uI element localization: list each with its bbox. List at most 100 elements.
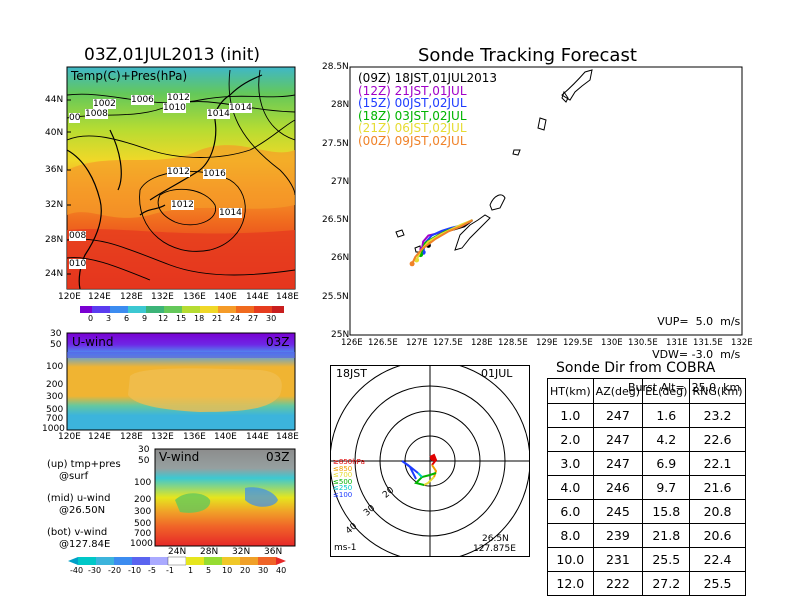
isobar-label: 1012 [167,93,190,103]
lon-label: 127E [406,338,428,348]
legend-line: (mid) u-wind [47,493,111,504]
legend-line: @26.50N [59,505,106,516]
isobar-label: 00 [69,113,81,123]
table-cell: 6.9 [642,451,691,476]
lon-label: 124E [88,292,111,302]
track-legend: (09Z) 18JST,01JUL2013 (12Z) 21JST,01JUL … [358,72,497,147]
colorbar-label: 9 [142,314,148,323]
pres-level: 200 [46,380,64,390]
isobar-label: 008 [69,231,87,241]
table-cell: 222 [592,571,644,596]
hodo-trace [417,472,423,478]
lon-label: 132E [151,432,174,442]
lon-label: 130.5E [628,338,658,348]
lon-label: 131E [666,338,688,348]
lat-label: 40N [45,128,64,138]
lat-label: 36N [45,165,64,175]
table-row: 12.0 222 27.2 25.5 [547,571,746,596]
param-vup: VUP= 5.0 m/s [657,315,741,328]
table-cell: 231 [592,547,644,572]
table-cell: 247 [592,403,644,428]
colorbar-label: 10 [222,566,233,575]
table-cell: 6.0 [547,499,594,524]
table-row: 4.0 246 9.7 21.6 [547,475,746,500]
isobar-label-layer: 1002 1006 1008 1010 1012 1014 1014 1012 … [67,67,295,289]
uwind-core [128,368,282,412]
table-cell: 25.5 [689,571,746,596]
polar-date: 01JUL [481,367,513,380]
lon-label: 129E [536,338,558,348]
lon-label: 132E [151,292,174,302]
lon-label: 128E [471,338,493,348]
map-title: 03Z,01JUL2013 (init) [84,45,261,65]
pres-level: 500 [134,519,152,529]
map-label: Temp(C)+Pres(hPa) [71,69,188,83]
column-header: HT(km) [547,378,594,404]
table-cell: 10.0 [547,547,594,572]
lon-label: 129.5E [563,338,593,348]
lat-label: 26N [331,253,350,263]
layer-label: ≤250 [333,484,353,492]
table-cell: 8.0 [547,523,594,548]
polar-time: 18JST [336,367,367,380]
lon-label: 120E [58,432,81,442]
isobar-label: 1014 [219,208,242,218]
table-cell: 21.6 [689,475,746,500]
table-cell: 247 [592,427,644,452]
layer-label: ≤700 [333,471,353,479]
colorbar-label: -40 [70,566,84,575]
track-frame [349,66,743,336]
isobar-label: 1012 [171,200,194,210]
layer-label: ≤100 [333,490,353,499]
lon-label: 128E [120,432,143,442]
table-row: 2.0 247 4.2 22.6 [547,427,746,452]
table-body: 1.0 247 1.6 23.2 2.0 247 4.2 22.6 3.0 247 6.9 22.1 4… [547,403,746,596]
table-cell: 25.5 [642,547,691,572]
isobar-label: 1014 [207,109,230,119]
lon-label: 126.5E [368,338,398,348]
colorbar-label: -20 [108,566,122,575]
coastlines [66,74,263,290]
colorbar-label: 0 [88,314,94,323]
hodo-point [430,455,436,461]
lat-label: 32N [232,547,251,557]
track-title: Sonde Tracking Forecast [418,45,637,66]
colorbar-label: 15 [176,314,187,323]
legend-entry: (15Z) 00JST,02JUL [358,96,467,110]
lat-label: 28N [45,235,64,245]
isobar-label: 1002 [93,99,116,109]
isobar-label: 1012 [167,167,190,177]
layer-label: ≤850 [333,464,353,473]
colorbar-label: -5 [148,566,156,575]
table-cell: 22.4 [689,547,746,572]
table-cell: 23.2 [689,403,746,428]
table-cell: 15.8 [642,499,691,524]
colorbar-label: 30 [266,314,277,323]
lat-label: 25N [331,330,350,340]
pres-level: 300 [134,507,152,517]
legend-entry: (18Z) 03JST,02JUL [358,108,467,123]
lon-label: 140E [214,292,237,302]
lon-label: 130E [601,338,623,348]
lat-label: 28N [200,547,219,557]
vwind-label: V-wind [159,450,200,464]
island [454,214,491,251]
pres-level: 500 [46,405,64,415]
legend-line: (up) tmp+pres [47,459,121,470]
colorbar-label: 20 [240,566,251,575]
layer-legend: ≥850hPa ≤850 ≤700 ≤500 ≤250 ≤100 [333,459,365,498]
table-header-row: HT(km) AZ(deg) EL(deg) RNG(km) [547,378,746,404]
lon-label: 132E [731,338,753,348]
polar-rings [330,365,530,557]
isobar-label: 010 [69,259,87,269]
colorbar-label: 27 [248,314,259,323]
table-cell: 245 [592,499,644,524]
colorbar-label: 1 [188,566,194,575]
vwind-blob-1 [175,493,211,513]
table-cell: 20.8 [689,499,746,524]
track-series-line [411,219,473,265]
lon-label: 127.5E [433,338,463,348]
lon-label: 124E [88,432,111,442]
lon-label: 128E [120,292,143,302]
